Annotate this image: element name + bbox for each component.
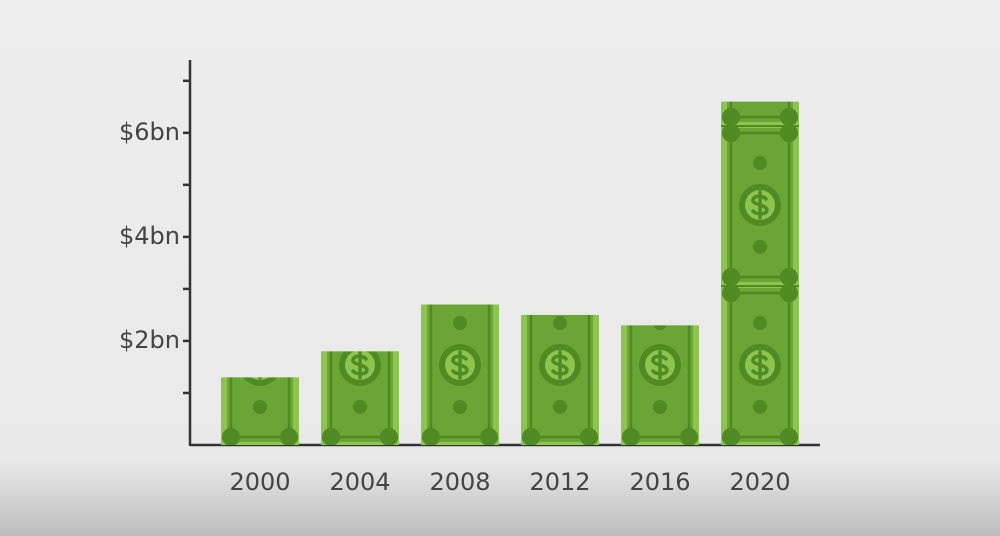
y-tick-label: $4bn	[119, 222, 180, 250]
x-tick-label: 2000	[229, 468, 290, 496]
x-tick-label: 2008	[429, 468, 490, 496]
x-tick-label: 2004	[329, 468, 390, 496]
x-tick-label: 2020	[729, 468, 790, 496]
bar	[321, 351, 399, 445]
x-tick-label: 2012	[529, 468, 590, 496]
bar	[421, 304, 499, 445]
bar	[221, 377, 299, 445]
x-tick-label: 2016	[629, 468, 690, 496]
y-tick-label: $2bn	[119, 326, 180, 354]
y-tick-label: $6bn	[119, 118, 180, 146]
bar	[621, 325, 699, 445]
bar	[721, 101, 799, 446]
bar	[521, 314, 599, 445]
